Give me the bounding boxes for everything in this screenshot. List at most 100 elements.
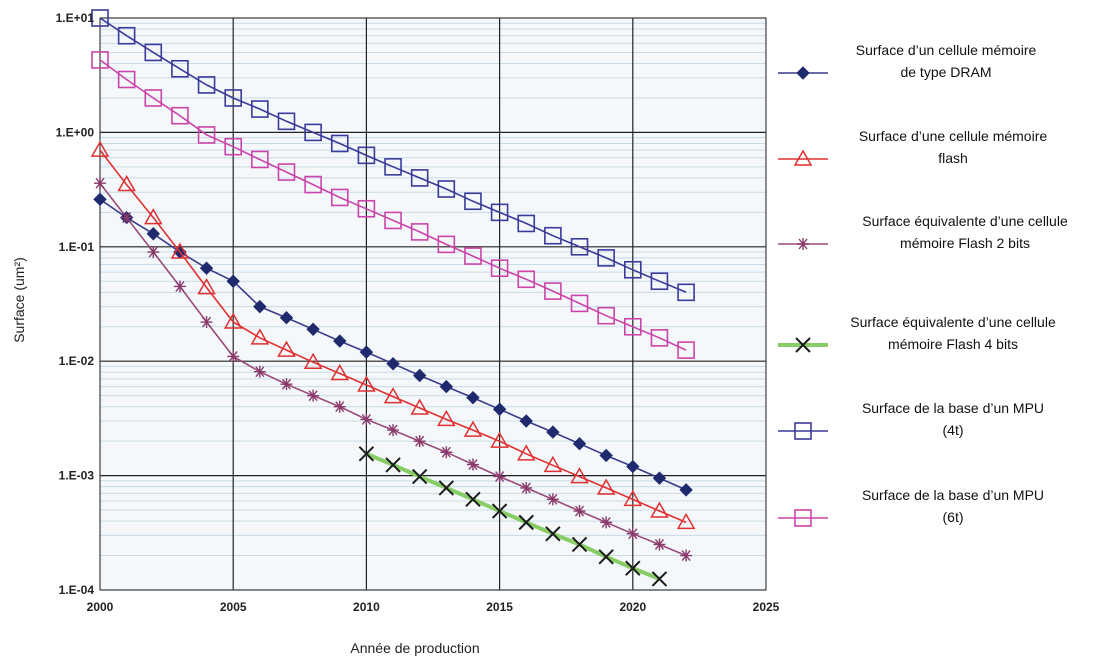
y-tick-label: 1.E+00	[56, 125, 95, 139]
data-point	[277, 112, 296, 131]
data-point	[251, 150, 269, 169]
y-tick-label: 1.E-04	[59, 583, 95, 597]
data-point	[226, 274, 240, 288]
data-point	[520, 481, 533, 494]
data-point	[224, 137, 242, 156]
data-point	[411, 468, 428, 485]
data-point	[197, 278, 216, 295]
data-point	[357, 375, 376, 392]
data-point	[410, 169, 429, 187]
data-point	[144, 89, 163, 107]
data-point	[253, 299, 267, 314]
data-point	[517, 270, 536, 289]
data-point	[146, 227, 160, 241]
x-tick-label: 2005	[220, 600, 247, 614]
data-point	[94, 177, 106, 190]
data-point	[385, 457, 401, 473]
data-point	[491, 503, 508, 519]
series-line	[365, 451, 661, 581]
data-point	[438, 480, 455, 496]
data-point	[120, 211, 133, 224]
legend-item-6: Surface de la base d’un MPU (6t)	[778, 487, 1044, 527]
legend-item-1: Surface d’un cellule mémoire de type DRAM	[778, 42, 1036, 80]
data-point	[466, 458, 479, 471]
legend-item-2: Surface d’une cellule mémoire flash	[778, 128, 1047, 166]
tick-labels: 1.E-04 1.E-03 1.E-02 1.E-01 1.E+00 1.E+01 2000…	[56, 11, 780, 614]
data-point	[439, 379, 454, 394]
data-point	[492, 402, 507, 416]
data-point	[173, 280, 186, 293]
data-point	[463, 420, 483, 437]
data-point	[171, 59, 189, 78]
data-point	[410, 398, 429, 415]
data-point	[197, 126, 216, 144]
legend: Surface d’un cellule mémoire de type DRAM…	[778, 42, 1068, 527]
data-point	[277, 340, 296, 357]
x-tick-label: 2025	[753, 600, 780, 614]
data-point	[650, 501, 669, 518]
data-point	[652, 471, 667, 485]
legend-marker	[793, 149, 813, 166]
data-point	[437, 180, 456, 198]
data-point	[544, 226, 562, 245]
data-point	[464, 247, 482, 265]
legend-label: mémoire Flash 4 bits	[888, 336, 1018, 352]
data-point	[546, 425, 560, 439]
data-point	[543, 455, 563, 473]
data-point	[387, 424, 400, 437]
data-point	[223, 312, 243, 329]
data-point	[304, 175, 322, 194]
data-point	[280, 378, 293, 391]
data-point	[253, 365, 266, 378]
data-point	[544, 282, 562, 300]
data-point	[519, 414, 533, 428]
data-point	[410, 223, 429, 241]
data-point	[117, 175, 136, 192]
legend-marker	[795, 337, 811, 353]
data-point	[197, 76, 216, 94]
data-point	[440, 446, 453, 459]
data-point	[360, 413, 373, 426]
legend-marker	[796, 66, 810, 80]
legend-label: Surface de la base d’un MPU	[862, 400, 1044, 416]
data-point	[437, 235, 456, 254]
data-point	[653, 538, 666, 551]
data-point	[333, 400, 346, 413]
series-line	[99, 59, 687, 351]
data-point	[598, 549, 614, 565]
data-point	[490, 259, 509, 278]
legend-item-3: Surface équivalente d’une cellule mémoire…	[778, 213, 1068, 251]
data-point	[413, 435, 426, 448]
data-point	[676, 512, 696, 530]
legend-label: mémoire Flash 2 bits	[900, 235, 1030, 251]
data-point	[596, 478, 616, 495]
grid	[99, 17, 767, 591]
data-point	[307, 389, 320, 402]
data-point	[147, 246, 160, 259]
data-point	[545, 526, 561, 542]
data-point	[679, 483, 693, 497]
data-point	[200, 316, 213, 329]
data-point	[516, 444, 536, 461]
data-point	[517, 214, 536, 233]
legend-marker	[797, 238, 809, 250]
data-point	[384, 158, 402, 176]
data-point	[304, 123, 322, 142]
data-point	[143, 208, 163, 225]
series-line	[99, 17, 687, 294]
y-tick-label: 1.E+01	[56, 11, 95, 25]
data-point	[358, 446, 375, 462]
data-point	[571, 536, 588, 553]
y-axis-label: Surface (um²)	[11, 257, 27, 343]
data-point	[384, 211, 402, 230]
legend-label: Surface équivalente d’une cellule	[850, 314, 1056, 330]
series-3	[94, 177, 693, 562]
data-point	[330, 134, 349, 153]
data-point	[623, 489, 643, 507]
data-point	[464, 192, 482, 211]
y-tick-label: 1.E-03	[59, 469, 95, 483]
data-point	[330, 188, 349, 207]
data-point	[383, 387, 403, 404]
data-point	[650, 272, 669, 291]
data-point	[91, 51, 109, 69]
